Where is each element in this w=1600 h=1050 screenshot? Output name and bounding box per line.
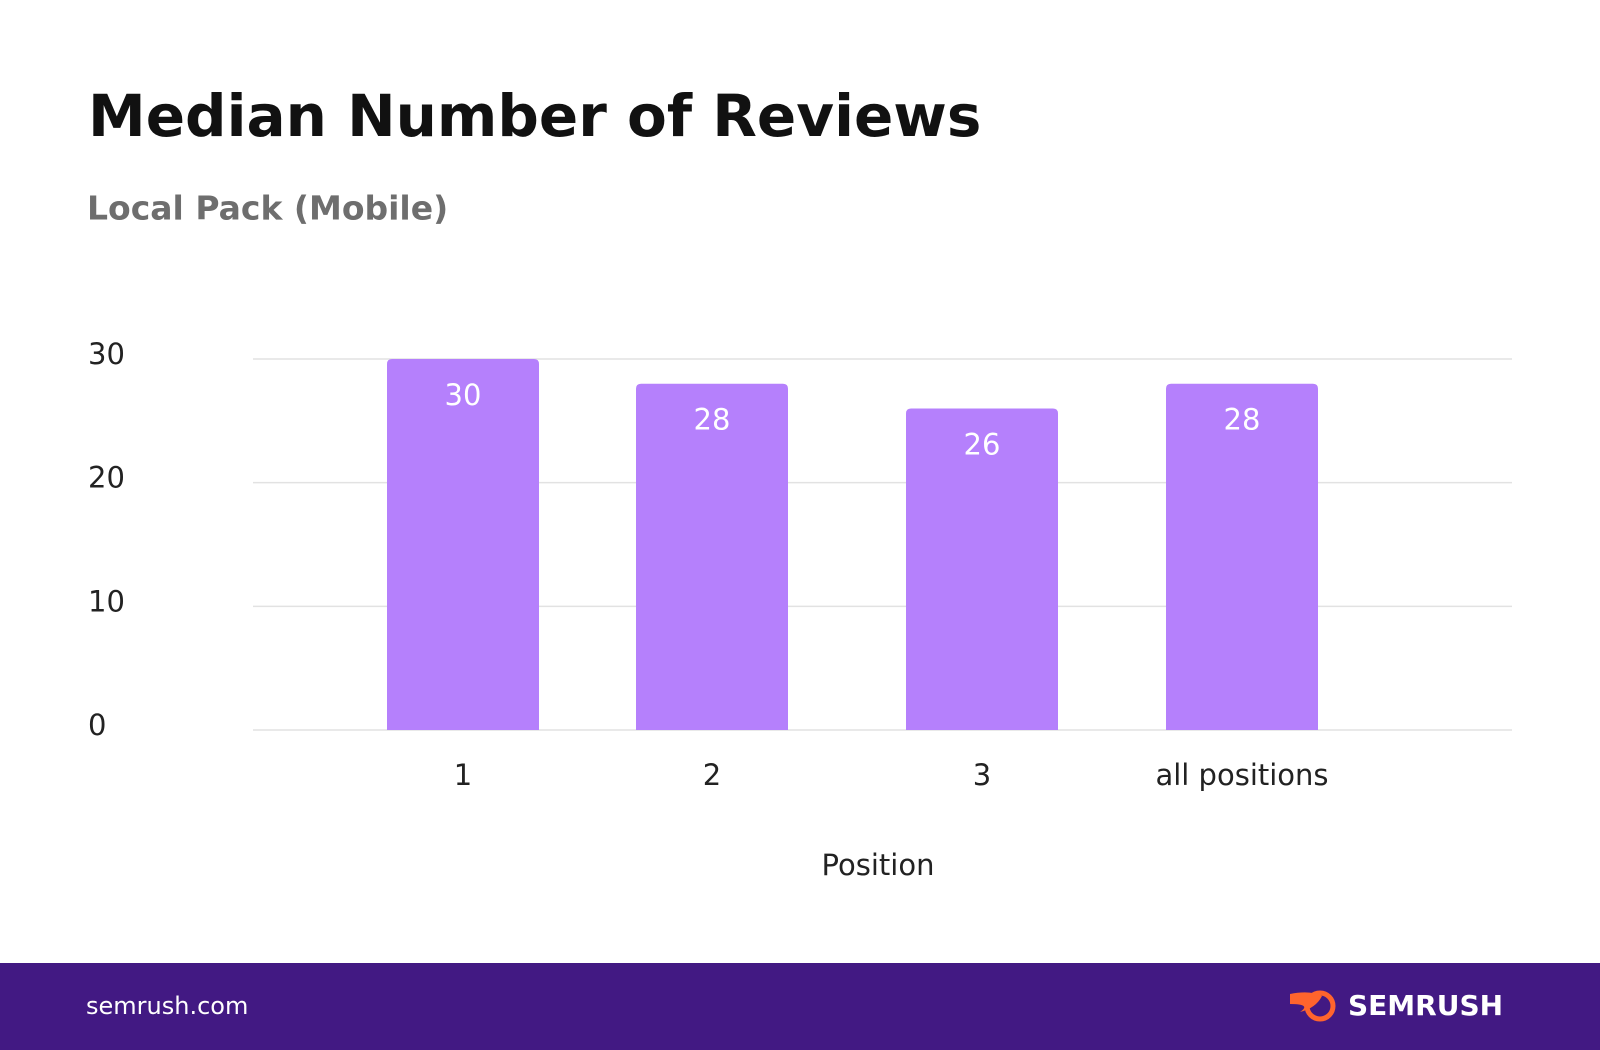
data-label: 28 xyxy=(1224,403,1261,437)
bar xyxy=(906,408,1058,730)
bar xyxy=(387,359,539,730)
x-tick-label: 1 xyxy=(454,758,472,792)
x-tick-label: all positions xyxy=(1155,758,1328,792)
data-label: 28 xyxy=(694,403,731,437)
y-tick-label: 20 xyxy=(88,461,125,495)
data-label: 30 xyxy=(445,378,482,412)
logo-ring xyxy=(1304,990,1336,1022)
data-label: 26 xyxy=(964,427,1001,461)
y-tick-label: 10 xyxy=(88,584,125,618)
chart-subtitle: Local Pack (Mobile) xyxy=(87,189,448,228)
x-tick-label: 2 xyxy=(703,758,721,792)
y-tick-label: 30 xyxy=(88,337,125,371)
bar xyxy=(636,383,788,730)
y-tick-label: 0 xyxy=(88,708,106,742)
bar xyxy=(1166,383,1318,730)
x-axis-label: Position xyxy=(822,848,935,882)
chart-title: Median Number of Reviews xyxy=(88,82,981,150)
brand-logo: SEMRUSH xyxy=(1290,989,1503,1022)
brand-name: SEMRUSH xyxy=(1348,989,1503,1022)
footer-site: semrush.com xyxy=(86,992,248,1020)
x-tick-label: 3 xyxy=(973,758,991,792)
